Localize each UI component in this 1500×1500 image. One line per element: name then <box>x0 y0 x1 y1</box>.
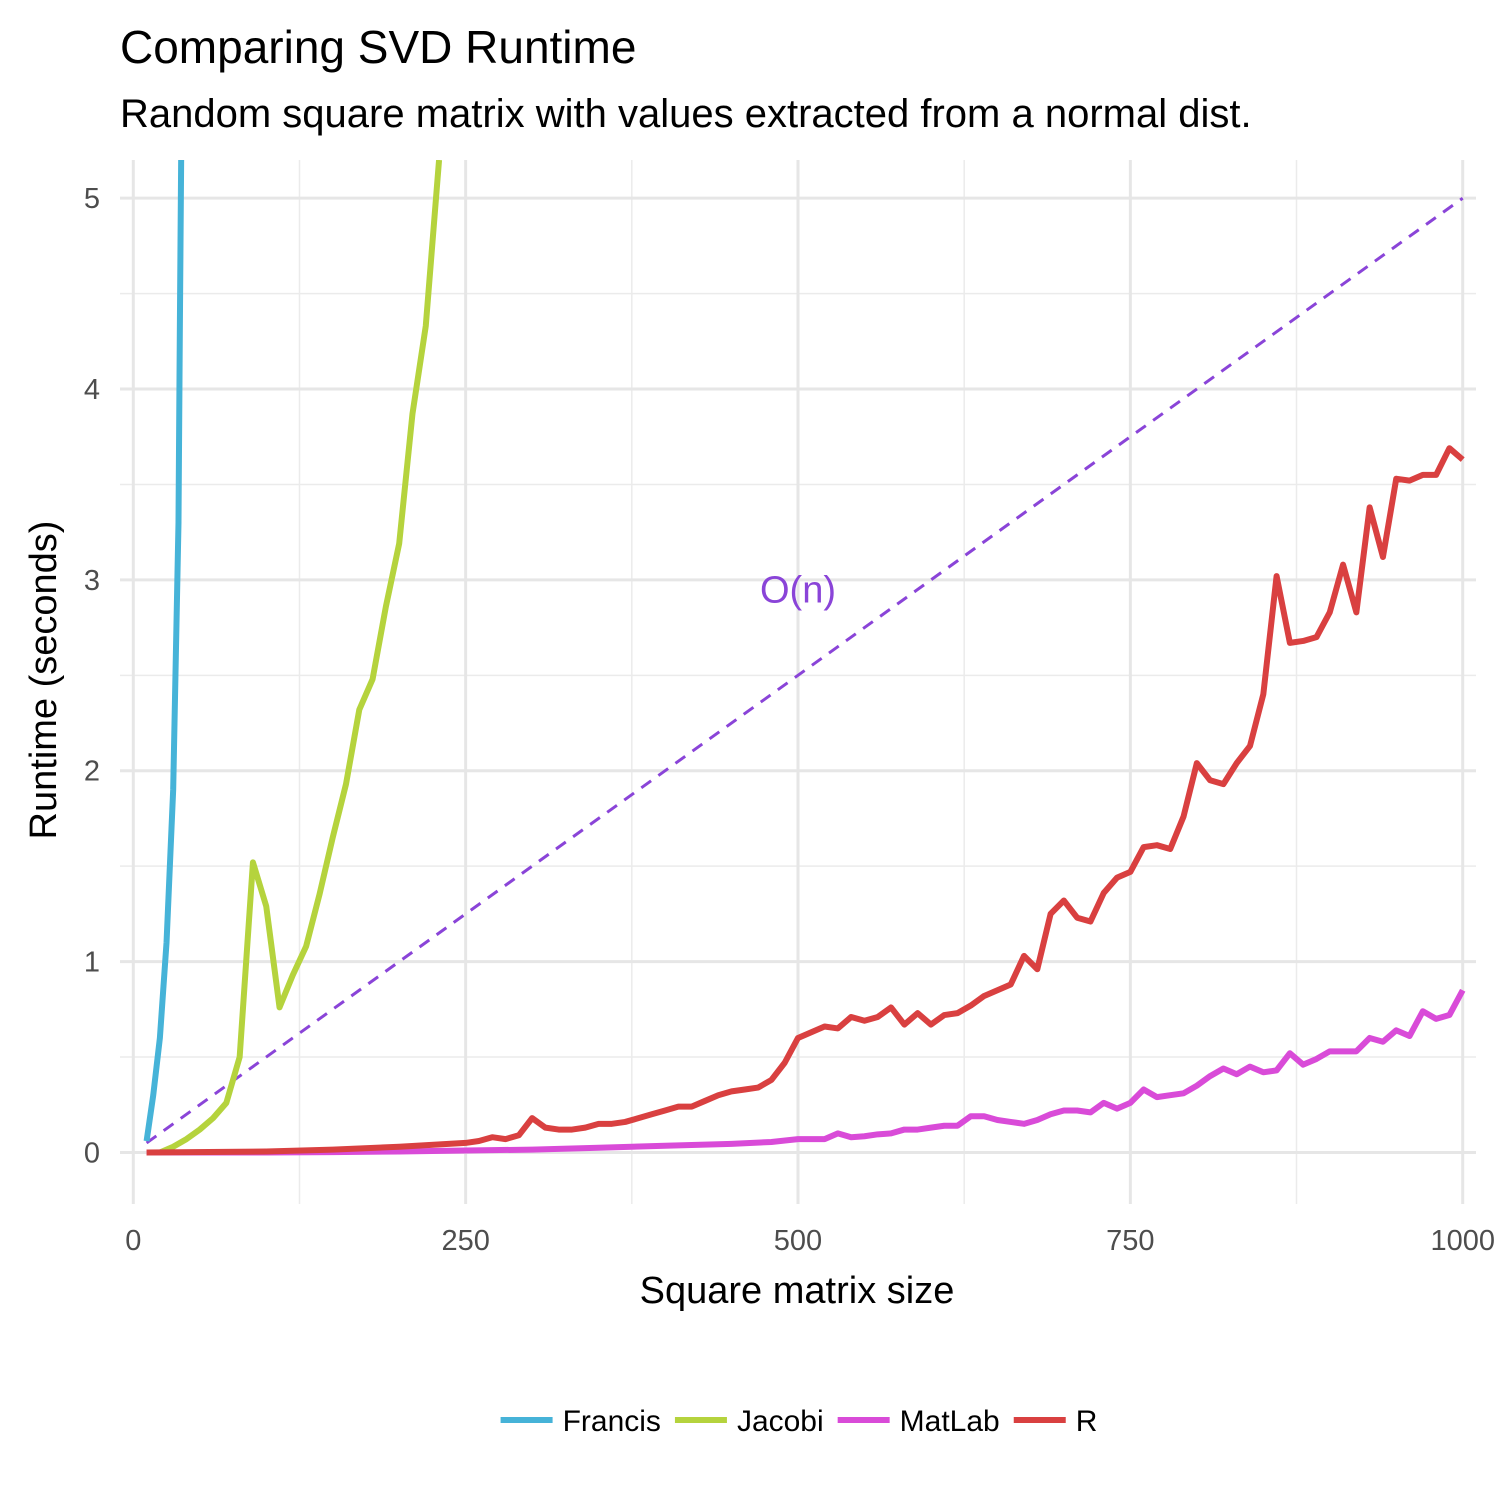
y-axis-ticks: 0 1 2 3 4 5 <box>84 183 100 1169</box>
y-tick-label: 5 <box>84 183 100 215</box>
reference-line-o-n <box>145 196 1464 1145</box>
chart-title: Comparing SVD Runtime <box>120 21 637 73</box>
legend-label-r: R <box>1076 1405 1098 1438</box>
annotation-group: O(n) <box>760 569 836 611</box>
y-tick-label: 4 <box>84 374 100 406</box>
y-tick-label: 0 <box>84 1137 100 1169</box>
x-tick-label: 750 <box>1106 1225 1154 1257</box>
x-tick-label: 1000 <box>1430 1225 1495 1257</box>
annotation-label: O(n) <box>760 569 836 611</box>
legend-label-jacobi: Jacobi <box>737 1405 824 1438</box>
legend: Francis Jacobi MatLab R <box>500 1405 1098 1438</box>
x-axis-ticks: 0 250 500 750 1000 <box>125 1225 1495 1257</box>
series-line-r <box>146 445 1465 1156</box>
x-tick-label: 250 <box>441 1225 489 1257</box>
series-line-matlab <box>146 988 1466 1156</box>
legend-label-francis: Francis <box>563 1405 661 1438</box>
x-axis-title: Square matrix size <box>640 1270 955 1312</box>
series-group <box>143 160 1466 1156</box>
x-tick-label: 500 <box>774 1225 822 1257</box>
y-axis-title: Runtime (seconds) <box>23 521 65 840</box>
series-line-jacobi <box>158 160 443 1156</box>
series-line-francis <box>143 160 185 1142</box>
y-tick-label: 2 <box>84 756 100 788</box>
reference-line-group <box>145 196 1464 1145</box>
y-tick-label: 1 <box>84 947 100 979</box>
x-tick-label: 0 <box>125 1225 141 1257</box>
legend-label-matlab: MatLab <box>900 1405 1000 1438</box>
grid <box>120 160 1476 1204</box>
chart-subtitle: Random square matrix with values extract… <box>120 92 1252 136</box>
y-tick-label: 3 <box>84 565 100 597</box>
